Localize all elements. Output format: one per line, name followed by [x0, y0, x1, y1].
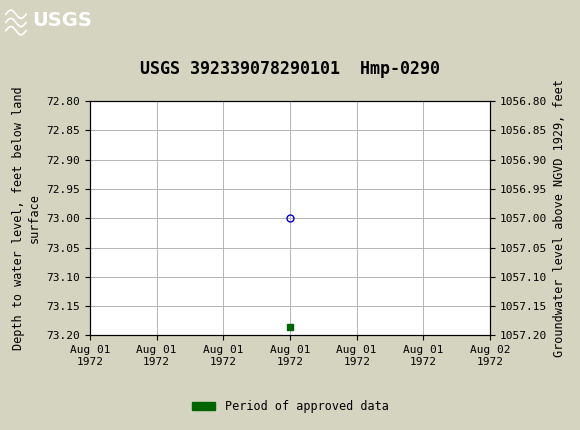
Text: USGS 392339078290101  Hmp-0290: USGS 392339078290101 Hmp-0290 — [140, 60, 440, 78]
Text: USGS: USGS — [32, 11, 92, 30]
Legend: Period of approved data: Period of approved data — [187, 395, 393, 418]
Y-axis label: Depth to water level, feet below land
surface: Depth to water level, feet below land su… — [12, 86, 41, 350]
Y-axis label: Groundwater level above NGVD 1929, feet: Groundwater level above NGVD 1929, feet — [553, 79, 566, 357]
